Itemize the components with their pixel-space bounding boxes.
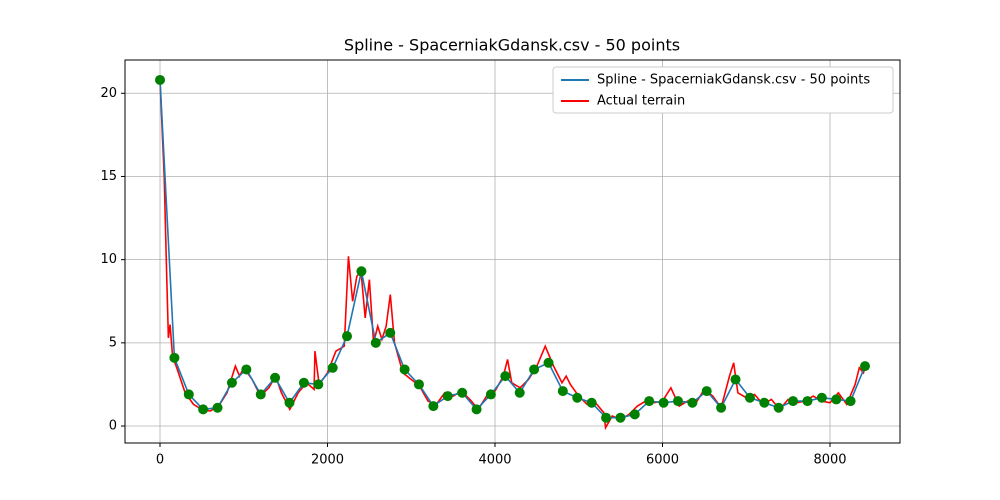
y-tick-label: 20 xyxy=(100,86,117,101)
point xyxy=(471,404,482,415)
point xyxy=(716,402,727,413)
point xyxy=(313,379,324,390)
point xyxy=(845,396,856,407)
point xyxy=(744,392,755,403)
point xyxy=(514,387,525,398)
point xyxy=(557,386,568,397)
point xyxy=(658,397,669,408)
point xyxy=(327,362,338,373)
point xyxy=(615,412,626,423)
legend-label: Actual terrain xyxy=(597,94,685,109)
point xyxy=(601,412,612,423)
point xyxy=(701,386,712,397)
point xyxy=(270,372,281,383)
point xyxy=(198,404,209,415)
y-tick-label: 5 xyxy=(109,335,117,350)
point xyxy=(212,402,223,413)
point xyxy=(241,364,252,375)
point xyxy=(413,379,424,390)
point xyxy=(543,357,554,368)
point xyxy=(831,394,842,405)
point xyxy=(442,391,453,402)
point xyxy=(687,397,698,408)
x-tick-label: 6000 xyxy=(646,453,679,468)
chart-title: Spline - SpacerniakGdansk.csv - 50 point… xyxy=(344,36,680,55)
point xyxy=(730,374,741,385)
legend-label: Spline - SpacerniakGdansk.csv - 50 point… xyxy=(597,73,870,88)
point xyxy=(169,352,180,363)
point xyxy=(572,392,583,403)
x-tick-label: 0 xyxy=(156,453,164,468)
point xyxy=(788,396,799,407)
point xyxy=(500,371,511,382)
point xyxy=(356,266,367,277)
point xyxy=(226,377,237,388)
point xyxy=(859,361,870,372)
point xyxy=(644,396,655,407)
point xyxy=(586,397,597,408)
plot-frame xyxy=(124,59,901,444)
point xyxy=(816,392,827,403)
point xyxy=(457,387,468,398)
point xyxy=(385,327,396,338)
point xyxy=(342,331,353,342)
point xyxy=(485,389,496,400)
y-tick-label: 15 xyxy=(100,169,117,184)
point xyxy=(183,389,194,400)
point xyxy=(759,397,770,408)
point xyxy=(370,337,381,348)
x-tick-label: 2000 xyxy=(311,453,344,468)
point xyxy=(284,397,295,408)
point xyxy=(529,364,540,375)
point xyxy=(255,389,266,400)
point xyxy=(773,402,784,413)
point xyxy=(629,409,640,420)
point xyxy=(155,74,166,85)
y-tick-label: 10 xyxy=(100,252,117,267)
point xyxy=(298,377,309,388)
x-tick-label: 8000 xyxy=(813,453,846,468)
point xyxy=(428,401,439,412)
point xyxy=(672,396,683,407)
legend xyxy=(552,66,894,114)
y-tick-label: 0 xyxy=(109,419,117,434)
point xyxy=(399,364,410,375)
x-tick-label: 4000 xyxy=(478,453,511,468)
point xyxy=(802,396,813,407)
